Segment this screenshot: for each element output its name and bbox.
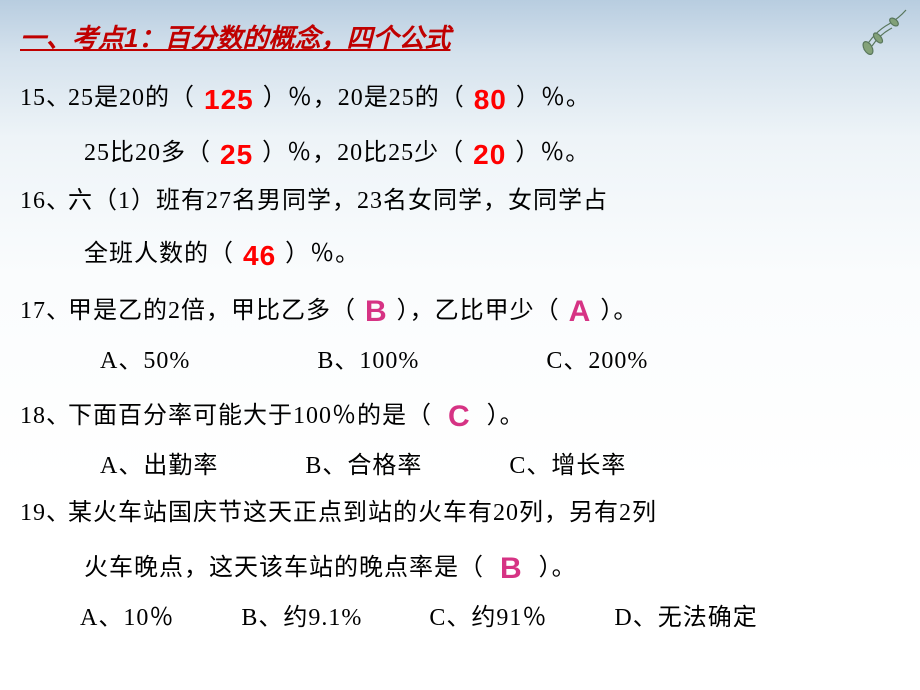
q17-answer-2: A (567, 295, 594, 328)
question-16: 16、六（1）班有27名男同学，23名女同学，女同学占 全班人数的（ 46 ）％… (20, 178, 904, 279)
q17-option-b: B、100% (317, 338, 419, 385)
q15-text-1c: ）％。 (516, 85, 591, 111)
q15-answer-3: 25 (218, 139, 255, 170)
q17-text-1a: 甲是乙的2倍，甲比乙多（ (68, 298, 356, 324)
question-19: 19、某火车站国庆节这天正点到站的火车有20列，另有2列 火车晚点，这天该车站的… (20, 490, 904, 642)
q19-answer-1: B (498, 552, 525, 585)
question-17: 17、甲是乙的2倍，甲比乙多（ B ），乙比甲少（ A ）。 A、50% B、1… (20, 280, 904, 385)
q19-option-d: D、无法确定 (614, 595, 757, 642)
q18-option-a: A、出勤率 (100, 443, 218, 490)
q19-text-1: 某火车站国庆节这天正点到站的火车有20列，另有2列 (68, 500, 657, 526)
q19-option-c: C、约91％ (429, 595, 547, 642)
q18-number: 18、 (20, 393, 68, 440)
worksheet-content: 一、考点1：百分数的概念，四个公式 15、25是20的（ 125 ）％，20是2… (0, 0, 920, 652)
q19-option-a: A、10％ (80, 595, 174, 642)
question-15: 15、25是20的（ 125 ）％，20是25的（ 80 ）％。 25比20多（… (20, 69, 904, 178)
q16-text-1: 六（1）班有27名男同学，23名女同学，女同学占 (68, 188, 608, 214)
q19-text-2a: 火车晚点，这天该车站的晚点率是（ (84, 555, 484, 581)
q15-answer-1: 125 (202, 84, 256, 115)
q15-number: 15、 (20, 75, 68, 122)
q15-text-2b: ）％，20比25少（ (262, 140, 464, 166)
q15-answer-4: 20 (471, 139, 508, 170)
q19-text-2b: ）。 (539, 555, 577, 581)
q17-answer-1: B (363, 295, 390, 328)
q15-text-1b: ）％，20是25的（ (263, 85, 465, 111)
q16-text-2a: 全班人数的（ (84, 241, 234, 267)
q16-text-2b: ）％。 (285, 241, 360, 267)
question-18: 18、下面百分率可能大于100％的是（ C ）。 A、出勤率 B、合格率 C、增… (20, 385, 904, 490)
q17-option-c: C、200% (546, 338, 648, 385)
q17-option-a: A、50% (100, 338, 190, 385)
q18-text-1a: 下面百分率可能大于100％的是（ (68, 403, 432, 429)
q17-text-1b: ），乙比甲少（ (397, 298, 560, 324)
q15-text-2c: ）％。 (515, 140, 590, 166)
q18-answer-1: C (446, 400, 473, 433)
q16-answer-1: 46 (241, 240, 278, 271)
q15-text-1a: 25是20的（ (68, 85, 195, 111)
q19-number: 19、 (20, 490, 68, 537)
q19-option-b: B、约9.1% (241, 595, 362, 642)
section-title: 一、考点1：百分数的概念，四个公式 (20, 18, 904, 55)
q18-text-1b: ）。 (487, 403, 525, 429)
q18-option-b: B、合格率 (305, 443, 422, 490)
q17-number: 17、 (20, 288, 68, 335)
q15-text-2a: 25比20多（ (84, 140, 211, 166)
q18-option-c: C、增长率 (509, 443, 626, 490)
q17-text-1c: ）。 (600, 298, 638, 324)
q16-number: 16、 (20, 178, 68, 225)
q15-answer-2: 80 (472, 84, 509, 115)
